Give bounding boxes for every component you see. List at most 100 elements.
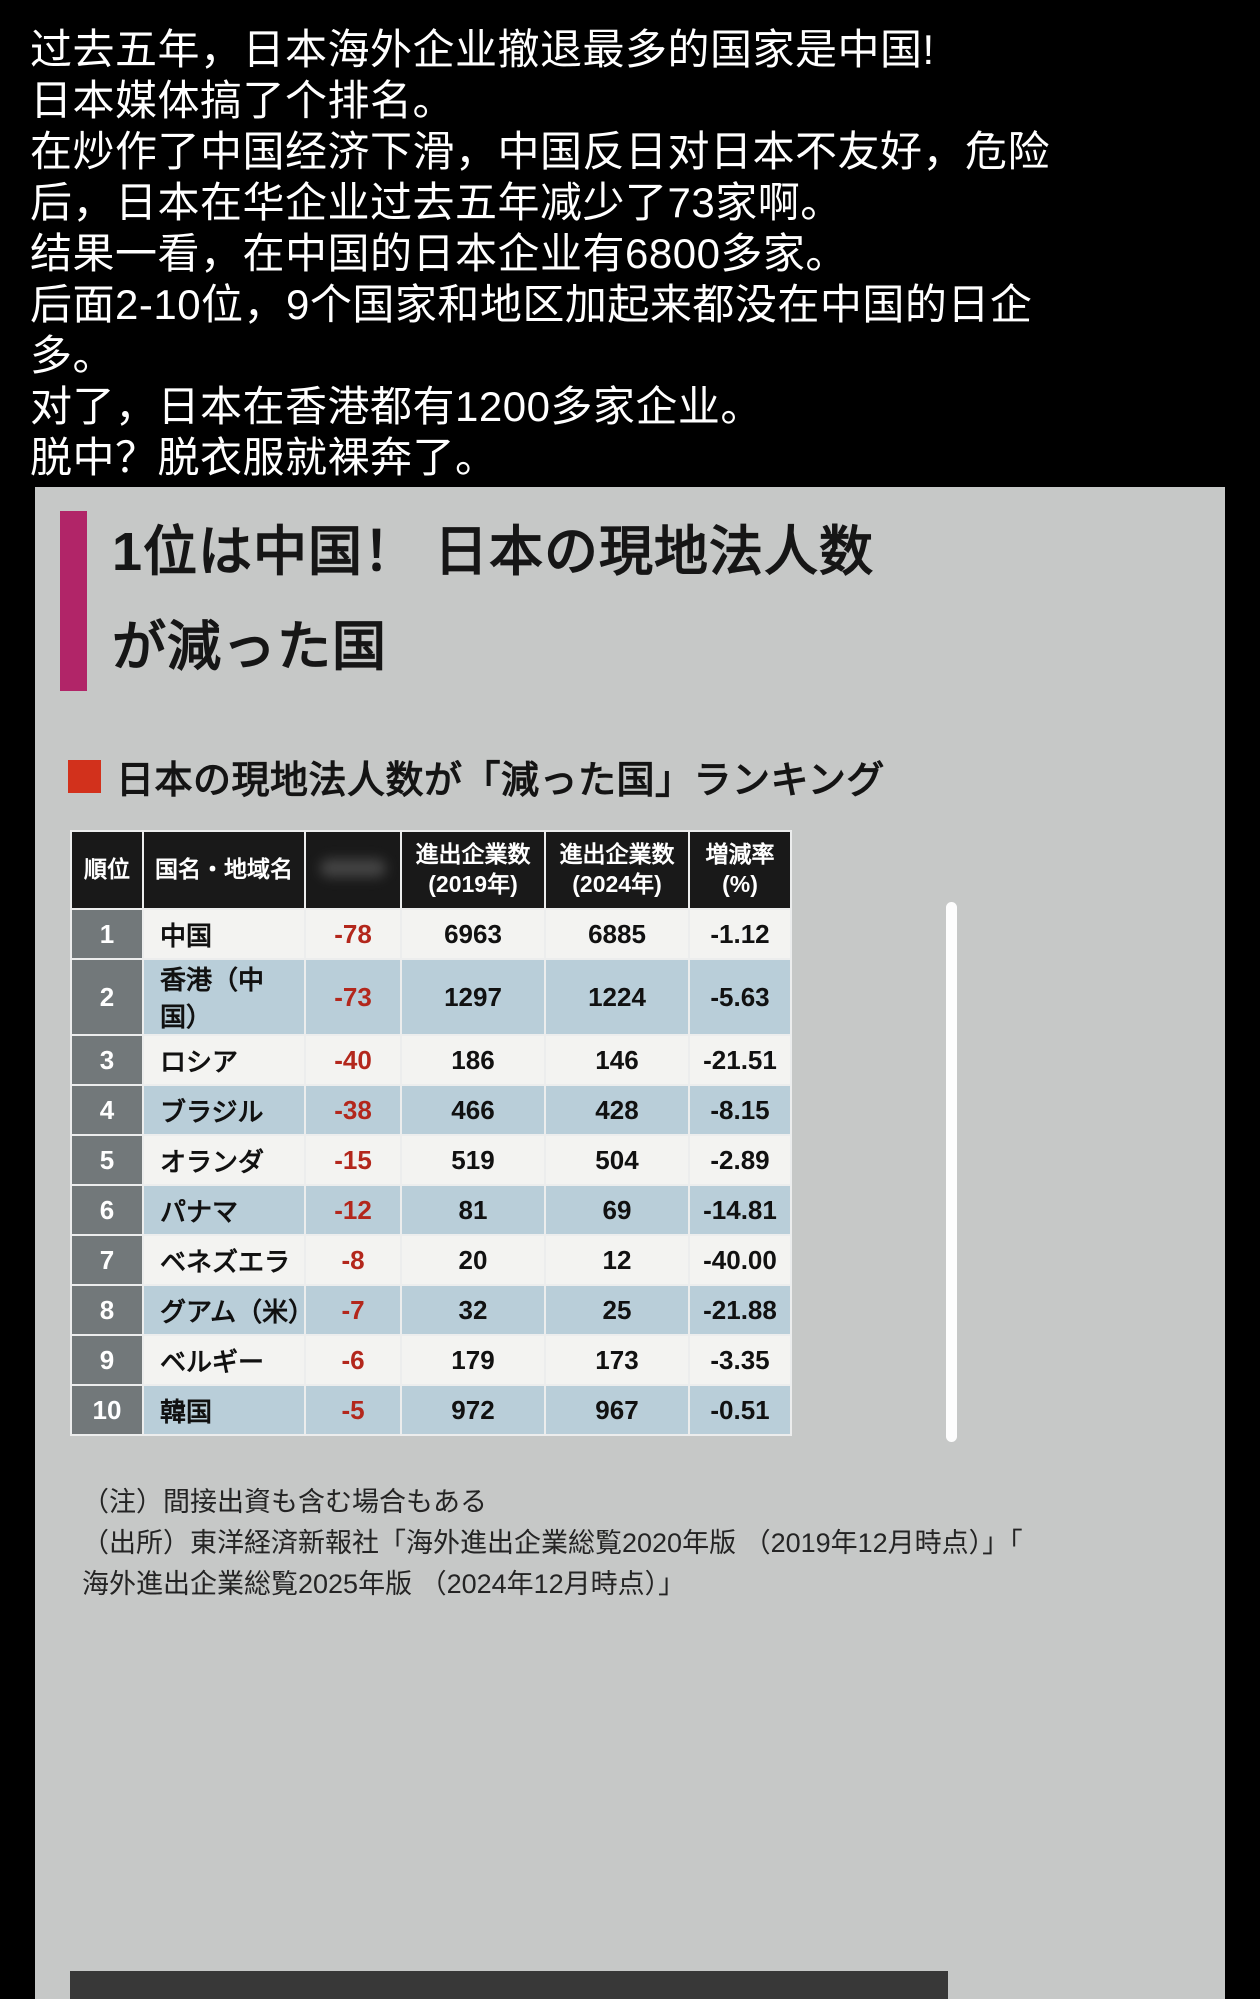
country-cell: 韓国 [142, 1384, 306, 1436]
rank-cell: 1 [70, 908, 144, 960]
change-cell: -7 [304, 1284, 402, 1336]
count-2019-cell: 186 [400, 1034, 546, 1086]
infographic-title-block: 1位は中国！ 日本の現地法人数 が減った国 [60, 505, 874, 705]
count-2024-cell: 25 [544, 1284, 690, 1336]
count-2024-cell: 173 [544, 1334, 690, 1386]
red-square-icon [68, 760, 101, 793]
note-line: 海外進出企業総覧2025年版 （2024年12月時点）」 [82, 1569, 686, 1599]
count-2024-cell: 69 [544, 1184, 690, 1236]
infographic-title-line1: 1位は中国！ 日本の現地法人数 [112, 522, 875, 582]
table-row: 7 ベネズエラ -8 20 12 -40.00 [70, 1234, 792, 1286]
rate-cell: -40.00 [688, 1234, 792, 1286]
note-line: （注）間接出資も含む場合もある [82, 1487, 487, 1517]
table-row: 8 グアム（米） -7 32 25 -21.88 [70, 1284, 792, 1336]
count-2024-cell: 504 [544, 1134, 690, 1186]
country-cell: ベルギー [142, 1334, 306, 1386]
infographic-title: 1位は中国！ 日本の現地法人数 が減った国 [112, 505, 874, 695]
rate-cell: -3.35 [688, 1334, 792, 1386]
count-2024-cell: 967 [544, 1384, 690, 1436]
table-row: 2 香港（中国） -73 1297 1224 -5.63 [70, 958, 792, 1036]
count-2019-cell: 20 [400, 1234, 546, 1286]
rate-cell: -2.89 [688, 1134, 792, 1186]
country-cell: 中国 [142, 908, 306, 960]
country-cell: ベネズエラ [142, 1234, 306, 1286]
rank-cell: 4 [70, 1084, 144, 1136]
rank-cell: 5 [70, 1134, 144, 1186]
count-2019-cell: 1297 [400, 958, 546, 1036]
rate-cell: -0.51 [688, 1384, 792, 1436]
rate-cell: -21.51 [688, 1034, 792, 1086]
change-cell: -5 [304, 1384, 402, 1436]
rank-cell: 3 [70, 1034, 144, 1086]
table-header-row: 順位 国名・地域名 進出企業数 (2019年) 進出企業数 (2024年) 増減… [70, 830, 792, 910]
post-text: 过去五年，日本海外企业撤退最多的国家是中国! 日本媒体搞了个排名。 在炒作了中国… [30, 24, 1240, 483]
post-line: 多。 [30, 332, 116, 379]
post-line: 后，日本在华企业过去五年减少了73家啊。 [30, 179, 843, 226]
change-cell: -40 [304, 1034, 402, 1086]
note-line: （出所）東洋経済新報社「海外進出企業総覧2020年版 （2019年12月時点）」… [82, 1528, 1023, 1558]
count-2019-cell: 6963 [400, 908, 546, 960]
change-cell: -15 [304, 1134, 402, 1186]
infographic-title-line2: が減った国 [112, 617, 387, 677]
count-2019-cell: 972 [400, 1384, 546, 1436]
count-2024-cell: 12 [544, 1234, 690, 1286]
post-line: 在炒作了中国经济下滑，中国反日对日本不友好，危险 [30, 128, 1051, 175]
rank-cell: 6 [70, 1184, 144, 1236]
col-header-country: 国名・地域名 [142, 830, 306, 910]
post-line: 日本媒体搞了个排名。 [30, 77, 456, 124]
post-line: 脱中？脱衣服就裸奔了。 [30, 434, 498, 481]
rate-cell: -14.81 [688, 1184, 792, 1236]
count-2024-cell: 6885 [544, 908, 690, 960]
change-cell: -73 [304, 958, 402, 1036]
rank-cell: 8 [70, 1284, 144, 1336]
ranking-heading-label: 日本の現地法人数が「減った国」ランキング [116, 760, 885, 802]
table-row: 1 中国 -78 6963 6885 -1.12 [70, 908, 792, 960]
change-cell: -38 [304, 1084, 402, 1136]
post-line: 过去五年，日本海外企业撤退最多的国家是中国! [30, 26, 935, 73]
change-cell: -78 [304, 908, 402, 960]
col-header-rank: 順位 [70, 830, 144, 910]
count-2024-cell: 146 [544, 1034, 690, 1086]
rate-cell: -21.88 [688, 1284, 792, 1336]
title-accent-bar [60, 511, 87, 691]
country-cell: ロシア [142, 1034, 306, 1086]
col-header-count-2024: 進出企業数 (2024年) [544, 830, 690, 910]
blurred-header-patch [320, 859, 386, 878]
table-row: 10 韓国 -5 972 967 -0.51 [70, 1384, 792, 1436]
table-row: 5 オランダ -15 519 504 -2.89 [70, 1134, 792, 1186]
col-header-change-blurred [304, 830, 402, 910]
rank-cell: 10 [70, 1384, 144, 1436]
post-line: 结果一看，在中国的日本企业有6800多家。 [30, 230, 848, 277]
country-cell: ブラジル [142, 1084, 306, 1136]
country-cell: グアム（米） [142, 1284, 314, 1336]
rate-cell: -8.15 [688, 1084, 792, 1136]
count-2019-cell: 81 [400, 1184, 546, 1236]
table-row: 3 ロシア -40 186 146 -21.51 [70, 1034, 792, 1086]
change-cell: -12 [304, 1184, 402, 1236]
ranking-heading: 日本の現地法人数が「減った国」ランキング [68, 749, 885, 804]
table-row: 6 パナマ -12 81 69 -14.81 [70, 1184, 792, 1236]
count-2019-cell: 519 [400, 1134, 546, 1186]
ranking-table: 順位 国名・地域名 進出企業数 (2019年) 進出企業数 (2024年) 増減… [70, 830, 792, 1436]
country-cell: オランダ [142, 1134, 306, 1186]
count-2024-cell: 1224 [544, 958, 690, 1036]
next-section-bar [70, 1971, 948, 1999]
post-line: 后面2-10位，9个国家和地区加起来都没在中国的日企 [30, 281, 1033, 328]
country-cell: パナマ [142, 1184, 306, 1236]
rate-cell: -1.12 [688, 908, 792, 960]
rank-cell: 7 [70, 1234, 144, 1286]
rank-cell: 9 [70, 1334, 144, 1386]
count-2019-cell: 32 [400, 1284, 546, 1336]
count-2024-cell: 428 [544, 1084, 690, 1136]
table-row: 4 ブラジル -38 466 428 -8.15 [70, 1084, 792, 1136]
scrollbar[interactable] [946, 902, 957, 1442]
change-cell: -6 [304, 1334, 402, 1386]
infographic-image[interactable]: 1位は中国！ 日本の現地法人数 が減った国 日本の現地法人数が「減った国」ランキ… [35, 487, 1225, 1999]
change-cell: -8 [304, 1234, 402, 1286]
rate-cell: -5.63 [688, 958, 792, 1036]
table-row: 9 ベルギー -6 179 173 -3.35 [70, 1334, 792, 1386]
source-notes: （注）間接出資も含む場合もある （出所）東洋経済新報社「海外進出企業総覧2020… [82, 1482, 1082, 1605]
col-header-count-2019: 進出企業数 (2019年) [400, 830, 546, 910]
col-header-rate: 増減率 (%) [688, 830, 792, 910]
post-line: 对了，日本在香港都有1200多家企业。 [30, 383, 763, 430]
